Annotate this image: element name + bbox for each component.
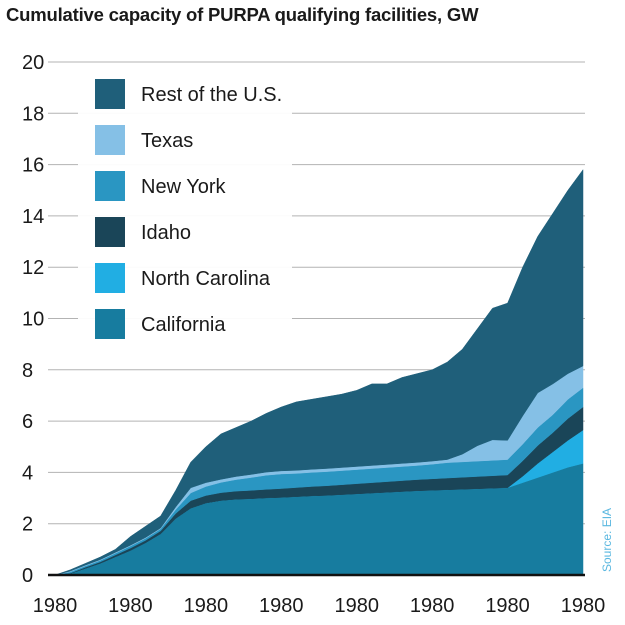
y-tick-label: 12 bbox=[22, 257, 44, 279]
y-tick-label: 14 bbox=[22, 206, 44, 228]
legend-label: California bbox=[141, 314, 226, 336]
legend-swatch bbox=[95, 79, 125, 109]
y-tick-label: 18 bbox=[22, 103, 44, 125]
x-tick-label: 1980 bbox=[33, 595, 78, 617]
legend-label: New York bbox=[141, 176, 226, 198]
legend-label: Idaho bbox=[141, 222, 191, 244]
y-tick-label: 0 bbox=[22, 565, 33, 587]
x-tick-label: 1980 bbox=[184, 595, 229, 617]
y-tick-labels: 0 2 4 6 8 10 12 14 16 18 20 bbox=[22, 52, 44, 587]
y-tick-label: 4 bbox=[22, 462, 33, 484]
x-tick-label: 1980 bbox=[108, 595, 153, 617]
legend-item: North Carolina bbox=[95, 263, 271, 293]
legend-label: Texas bbox=[141, 130, 193, 152]
legend-item: New York bbox=[95, 171, 226, 201]
legend-label: North Carolina bbox=[141, 268, 271, 290]
legend-swatch bbox=[95, 263, 125, 293]
x-tick-label: 1980 bbox=[259, 595, 304, 617]
area-rest-of-the-u-s bbox=[54, 168, 584, 576]
legend-item: Rest of the U.S. bbox=[95, 79, 282, 109]
y-tick-label: 10 bbox=[22, 309, 44, 331]
legend-background bbox=[78, 66, 292, 346]
y-tick-label: 8 bbox=[22, 360, 33, 382]
source-note: Source: EIA bbox=[600, 508, 614, 572]
x-tick-label: 1980 bbox=[561, 595, 606, 617]
legend-item: Idaho bbox=[95, 217, 191, 247]
legend: Rest of the U.S. Texas New York Idaho North … bbox=[95, 79, 282, 339]
x-tick-label: 1980 bbox=[485, 595, 530, 617]
legend-swatch bbox=[95, 125, 125, 155]
y-tick-label: 2 bbox=[22, 514, 33, 536]
y-tick-label: 16 bbox=[22, 155, 44, 177]
legend-swatch bbox=[95, 309, 125, 339]
x-tick-labels: 1980 1980 1980 1980 1980 1980 1980 1980 bbox=[33, 595, 606, 617]
x-tick-label: 1980 bbox=[410, 595, 455, 617]
y-tick-label: 6 bbox=[22, 411, 33, 433]
chart-title: Cumulative capacity of PURPA qualifying … bbox=[6, 4, 479, 25]
legend-swatch bbox=[95, 171, 125, 201]
legend-item: California bbox=[95, 309, 226, 339]
legend-item: Texas bbox=[95, 125, 193, 155]
y-tick-label: 20 bbox=[22, 52, 44, 74]
legend-label: Rest of the U.S. bbox=[141, 84, 282, 106]
x-tick-label: 1980 bbox=[334, 595, 379, 617]
legend-swatch bbox=[95, 217, 125, 247]
